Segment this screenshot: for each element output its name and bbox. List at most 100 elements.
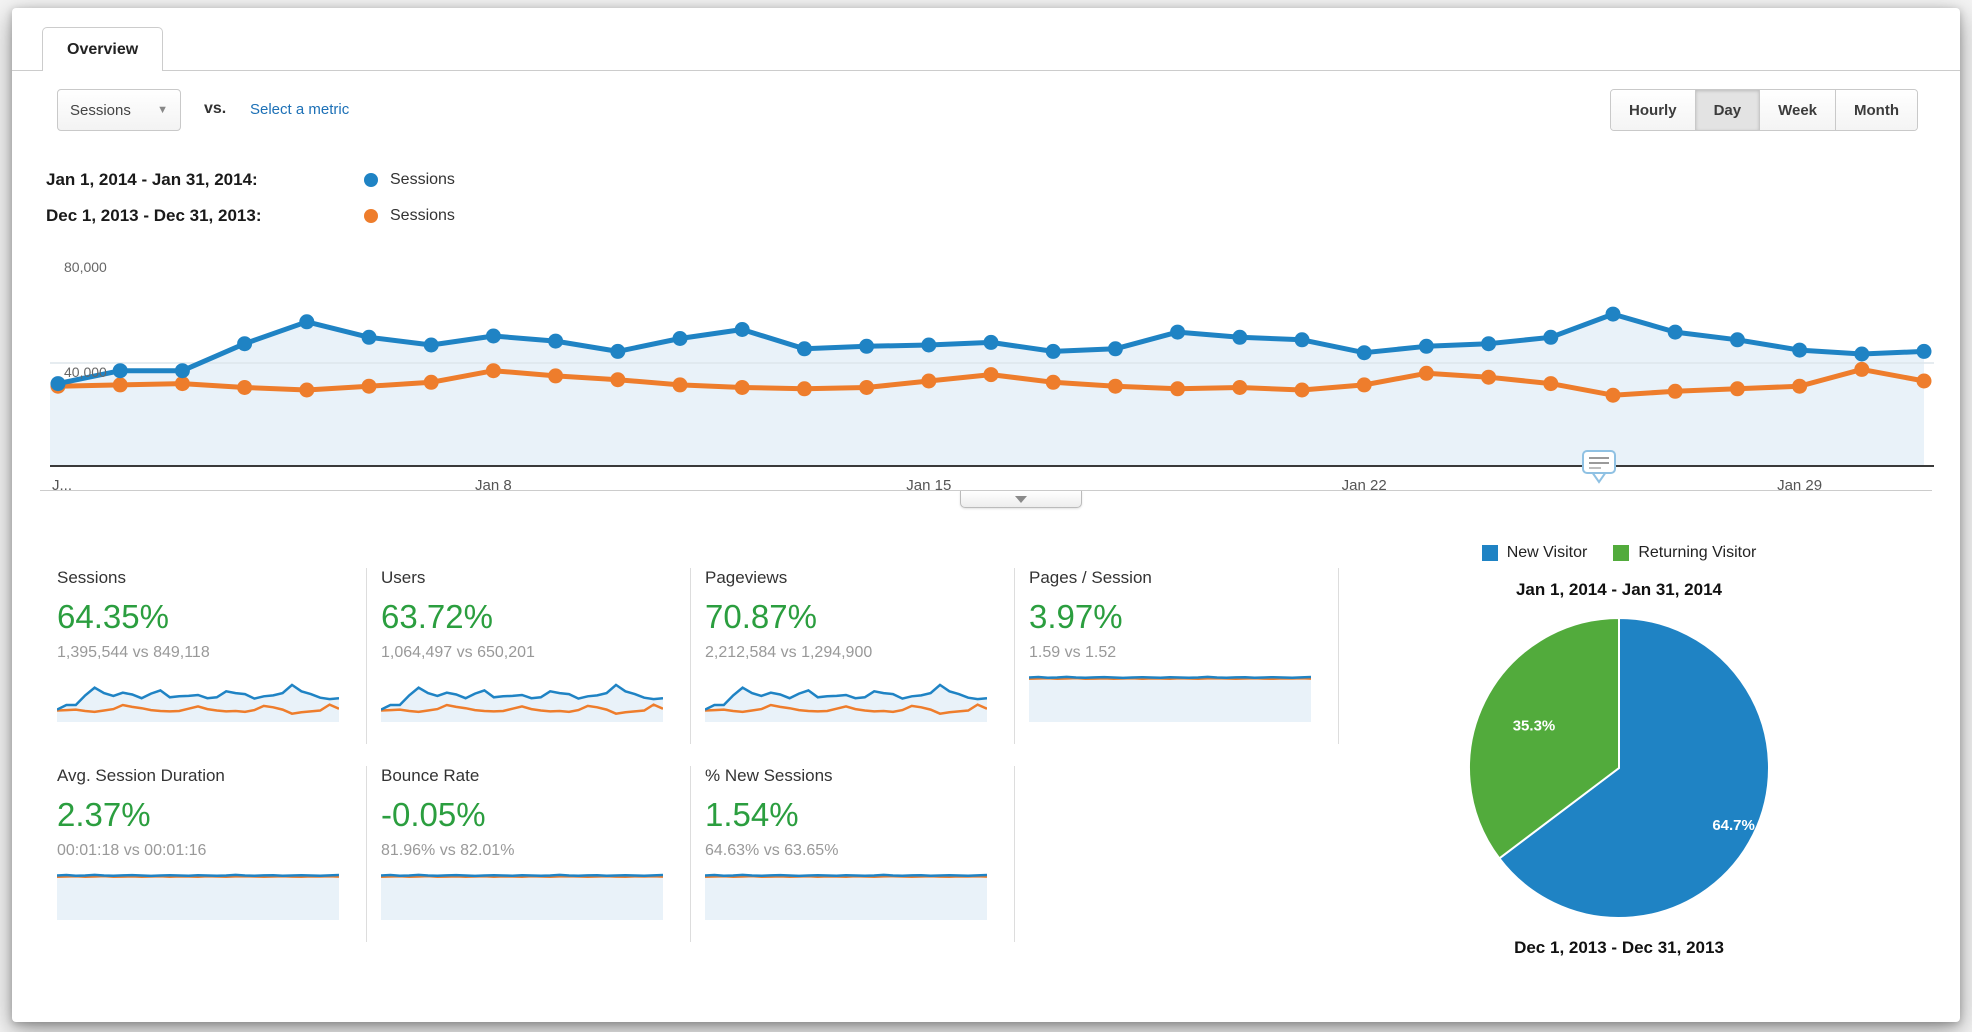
jan-sessions-point[interactable] [1170, 324, 1186, 340]
jan-sessions-point[interactable] [734, 322, 750, 337]
granularity-button-group: Hourly Day Week Month [1610, 89, 1918, 131]
dec-sessions-point[interactable] [1294, 382, 1310, 398]
jan-sessions-point[interactable] [423, 337, 439, 353]
jan-sessions-point[interactable] [1107, 341, 1123, 357]
sparkline-area [57, 874, 339, 920]
dec-sessions-point[interactable] [1667, 383, 1683, 399]
dec-sessions-point[interactable] [921, 373, 937, 389]
legend-series-name: Sessions [390, 207, 455, 224]
jan-sessions-point[interactable] [610, 343, 626, 359]
jan-sessions-point[interactable] [1232, 329, 1248, 345]
tabbar-divider [12, 70, 1960, 71]
collapse-chart-button[interactable] [960, 491, 1082, 508]
jan-sessions-point[interactable] [1667, 324, 1683, 340]
scorecard-title: % New Sessions [705, 766, 833, 785]
sparkline-current-line [57, 873, 339, 878]
dec-sessions-point[interactable] [485, 363, 501, 379]
y-tick-40000: 40,000 [64, 364, 107, 380]
dec-sessions-point[interactable] [1792, 378, 1808, 394]
scorecards-row-2: Avg. Session Duration 2.37% 00:01:18 vs 00… [57, 766, 1029, 942]
granularity-button-day[interactable]: Day [1695, 90, 1761, 130]
tab-overview[interactable]: Overview [42, 27, 164, 71]
legend-series-dot-icon [364, 173, 378, 187]
scorecards-row-1: Sessions 64.35% 1,395,544 vs 849,118 Users 6… [57, 568, 1353, 744]
jan-sessions-point[interactable] [361, 329, 377, 345]
dec-sessions-point[interactable] [1916, 373, 1932, 389]
dec-sessions-point[interactable] [1356, 377, 1372, 393]
metric-select-dropdown[interactable]: Sessions ▼ [57, 89, 181, 131]
jan-sessions-point[interactable] [548, 333, 564, 349]
jan-sessions-point[interactable] [921, 337, 937, 353]
dec-sessions-point[interactable] [423, 374, 439, 390]
dec-sessions-point[interactable] [548, 368, 564, 384]
dec-sessions-point[interactable] [859, 380, 875, 395]
scorecard-comparison-values: 1.59 vs 1.52 [1029, 644, 1117, 661]
jan-sessions-point[interactable] [1294, 332, 1310, 348]
sparkline-area [705, 874, 987, 920]
dec-sessions-point[interactable] [1232, 380, 1248, 395]
jan-sessions-point[interactable] [1356, 345, 1372, 361]
dec-sessions-point[interactable] [1045, 374, 1061, 390]
dec-sessions-point[interactable] [112, 377, 128, 393]
jan-sessions-point[interactable] [1916, 343, 1932, 359]
scorecard-title: Avg. Session Duration [57, 766, 225, 785]
dec-sessions-point[interactable] [299, 382, 315, 398]
jan-sessions-point[interactable] [1605, 306, 1621, 322]
dec-sessions-point[interactable] [796, 381, 812, 397]
dec-sessions-point[interactable] [174, 376, 190, 392]
jan-sessions-point[interactable] [1418, 338, 1434, 354]
select-metric-link[interactable]: Select a metric [250, 101, 350, 118]
scorecard-comparison-values: 1,395,544 vs 849,118 [57, 644, 210, 661]
jan-sessions-point[interactable] [983, 334, 999, 350]
dec-sessions-point[interactable] [610, 372, 626, 388]
dec-sessions-point[interactable] [734, 380, 750, 395]
jan-sessions-point[interactable] [796, 341, 812, 357]
jan-sessions-point[interactable] [1045, 343, 1061, 359]
jan-sessions-point[interactable] [1481, 336, 1497, 352]
annotation-bubble-icon[interactable] [1582, 450, 1616, 484]
dec-sessions-point[interactable] [1481, 369, 1497, 385]
jan-sessions-point[interactable] [1792, 342, 1808, 358]
granularity-button-hourly[interactable]: Hourly [1611, 90, 1696, 130]
sparkline-current-line [705, 683, 987, 711]
x-tick-label: Jan 15 [906, 477, 951, 494]
granularity-button-month[interactable]: Month [1836, 90, 1917, 130]
sparkline-current-line [381, 873, 663, 878]
dec-sessions-point[interactable] [672, 377, 688, 393]
timeline-legend-row: Jan 1, 2014 - Jan 31, 2014: Sessions [46, 162, 455, 198]
pie-slice-returning-visitor[interactable] [1468, 616, 1620, 860]
pie-title-top: Jan 1, 2014 - Jan 31, 2014 [1515, 580, 1723, 599]
chevron-down-icon: ▼ [157, 104, 168, 116]
sessions-timeline-chart[interactable]: 80,000 40,000 J... Jan 8 Jan 15 Jan 22 Jan 29 [50, 248, 1934, 496]
granularity-button-week[interactable]: Week [1760, 90, 1837, 130]
dec-sessions-point[interactable] [1418, 365, 1434, 381]
jan-sessions-point[interactable] [672, 331, 688, 346]
dec-sessions-point[interactable] [983, 367, 999, 383]
pie-legend-returning-visitor: Returning Visitor [1613, 544, 1756, 562]
jan-sessions-point[interactable] [859, 338, 875, 354]
dec-sessions-point[interactable] [361, 378, 377, 394]
visitor-type-pie-chart[interactable]: 64.7% 35.3% [1459, 608, 1779, 928]
jan-sessions-point[interactable] [237, 336, 253, 352]
jan-sessions-point[interactable] [485, 328, 501, 344]
dec-sessions-point[interactable] [1543, 376, 1559, 392]
x-tick-label: Jan 29 [1777, 477, 1822, 494]
scorecard-change-percent: 70.87% [705, 598, 817, 635]
dec-sessions-point[interactable] [1854, 361, 1870, 377]
jan-sessions-point[interactable] [1854, 346, 1870, 362]
dec-sessions-point[interactable] [1729, 381, 1745, 397]
dec-sessions-point[interactable] [1170, 381, 1186, 397]
dec-sessions-point[interactable] [237, 380, 253, 395]
dec-sessions-point[interactable] [1605, 387, 1621, 403]
jan-sessions-point[interactable] [174, 363, 190, 379]
jan-sessions-point[interactable] [299, 314, 315, 330]
jan-sessions-point[interactable] [50, 376, 66, 392]
scorecard-sparkline [1029, 675, 1311, 722]
legend-date-range: Dec 1, 2013 - Dec 31, 2013: [46, 206, 262, 225]
jan-sessions-point[interactable] [112, 363, 128, 379]
jan-sessions-point[interactable] [1543, 329, 1559, 345]
scorecard-change-percent: -0.05% [381, 796, 486, 833]
pie-slice-new-visitor[interactable] [1497, 616, 1770, 919]
jan-sessions-point[interactable] [1729, 332, 1745, 348]
dec-sessions-point[interactable] [1107, 378, 1123, 394]
